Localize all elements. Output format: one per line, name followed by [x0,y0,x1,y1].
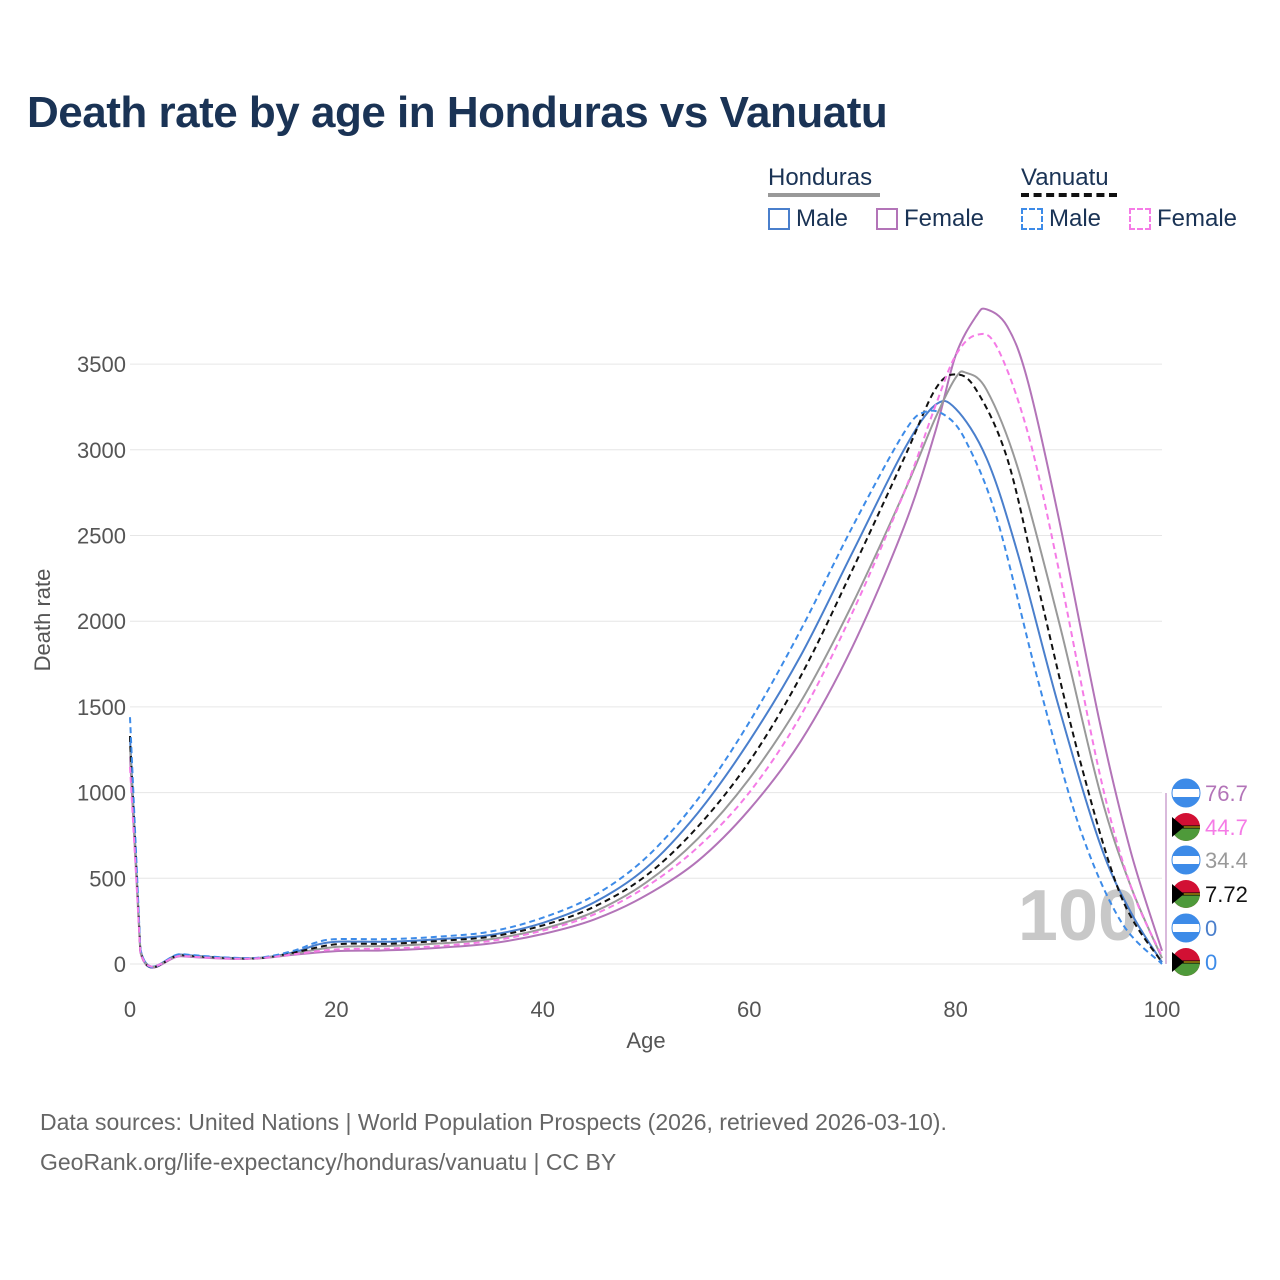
legend-label: Female [904,205,985,232]
x-tick-100: 100 [1144,997,1181,1022]
end-label-3: 7.72 [1172,880,1248,908]
series-vanuatu-female [129,332,1163,968]
y-tick-labels: 0 500 1000 1500 2000 2500 3000 3500 [77,352,126,977]
y-tick-1000: 1000 [77,781,126,806]
y-tick-2500: 2500 [77,524,126,549]
series-vanuatu-combined [129,373,1163,969]
legend-swatch-honduras-male [768,208,790,230]
series-honduras-female [129,307,1163,969]
legend-vanuatu-female[interactable]: Female [1129,205,1237,233]
end-label-value: 76.7 [1205,781,1248,806]
legend-label: Male [796,205,849,232]
honduras-flag-border [1171,778,1201,808]
year-watermark: 100 [1018,876,1138,956]
y-tick-3000: 3000 [77,438,126,463]
grid-lines [130,363,1162,965]
x-tick-60: 60 [737,997,761,1022]
vanuatu-flag-triangle [1172,884,1184,904]
legend-swatch-vanuatu-female [1129,208,1151,230]
end-label-2: 34.4 [1171,845,1248,875]
x-tick-0: 0 [124,997,136,1022]
legend-honduras-female[interactable]: Female [876,205,984,233]
y-tick-3500: 3500 [77,352,126,377]
legend-vanuatu-underline [1021,193,1117,197]
end-labels: 76.7 44.7 34.4 7.72 0 0 [1165,778,1248,976]
legend-honduras-underline [768,193,880,197]
end-label-value: 44.7 [1205,815,1248,840]
series-lines [129,307,1163,969]
series-honduras-combined [129,370,1163,968]
y-tick-1500: 1500 [77,695,126,720]
end-label-1: 44.7 [1172,813,1248,841]
end-label-value: 0 [1205,950,1217,975]
x-axis-label: Age [626,1028,665,1053]
series-vanuatu-male [129,409,1163,969]
legend-label: Female [1157,205,1238,232]
legend-honduras-male[interactable]: Male [768,205,848,233]
source-line-1: Data sources: United Nations | World Pop… [40,1109,947,1135]
x-tick-labels: 0 20 40 60 80 100 [124,997,1180,1022]
honduras-flag-stripe [1172,924,1200,932]
end-label-4: 0 [1171,913,1217,943]
honduras-flag-stripe [1172,789,1200,797]
end-label-value: 7.72 [1205,882,1248,907]
y-tick-500: 500 [89,866,126,891]
y-tick-0: 0 [114,952,126,977]
legend-swatch-honduras-female [876,208,898,230]
legend-swatch-vanuatu-male [1021,208,1043,230]
vanuatu-flag-triangle [1172,952,1184,972]
end-label-value: 34.4 [1205,848,1248,873]
x-tick-40: 40 [531,997,555,1022]
legend-label: Male [1049,205,1102,232]
end-label-5: 0 [1172,948,1217,976]
end-label-value: 0 [1205,916,1217,941]
source-line-2[interactable]: GeoRank.org/life-expectancy/honduras/van… [40,1149,617,1175]
vanuatu-flag-triangle [1172,817,1184,837]
y-axis-label: Death rate [30,569,55,672]
honduras-flag-border [1171,845,1201,875]
legend-honduras-title: Honduras [768,164,873,191]
y-tick-2000: 2000 [77,609,126,634]
x-tick-80: 80 [943,997,967,1022]
x-tick-20: 20 [324,997,348,1022]
legend-vanuatu-title: Vanuatu [1021,164,1109,191]
end-label-0: 76.7 [1171,778,1248,808]
legend-vanuatu-male[interactable]: Male [1021,205,1101,233]
honduras-flag-stripe [1172,856,1200,864]
honduras-flag-border [1171,913,1201,943]
chart-title: Death rate by age in Honduras vs Vanuatu [27,88,888,137]
